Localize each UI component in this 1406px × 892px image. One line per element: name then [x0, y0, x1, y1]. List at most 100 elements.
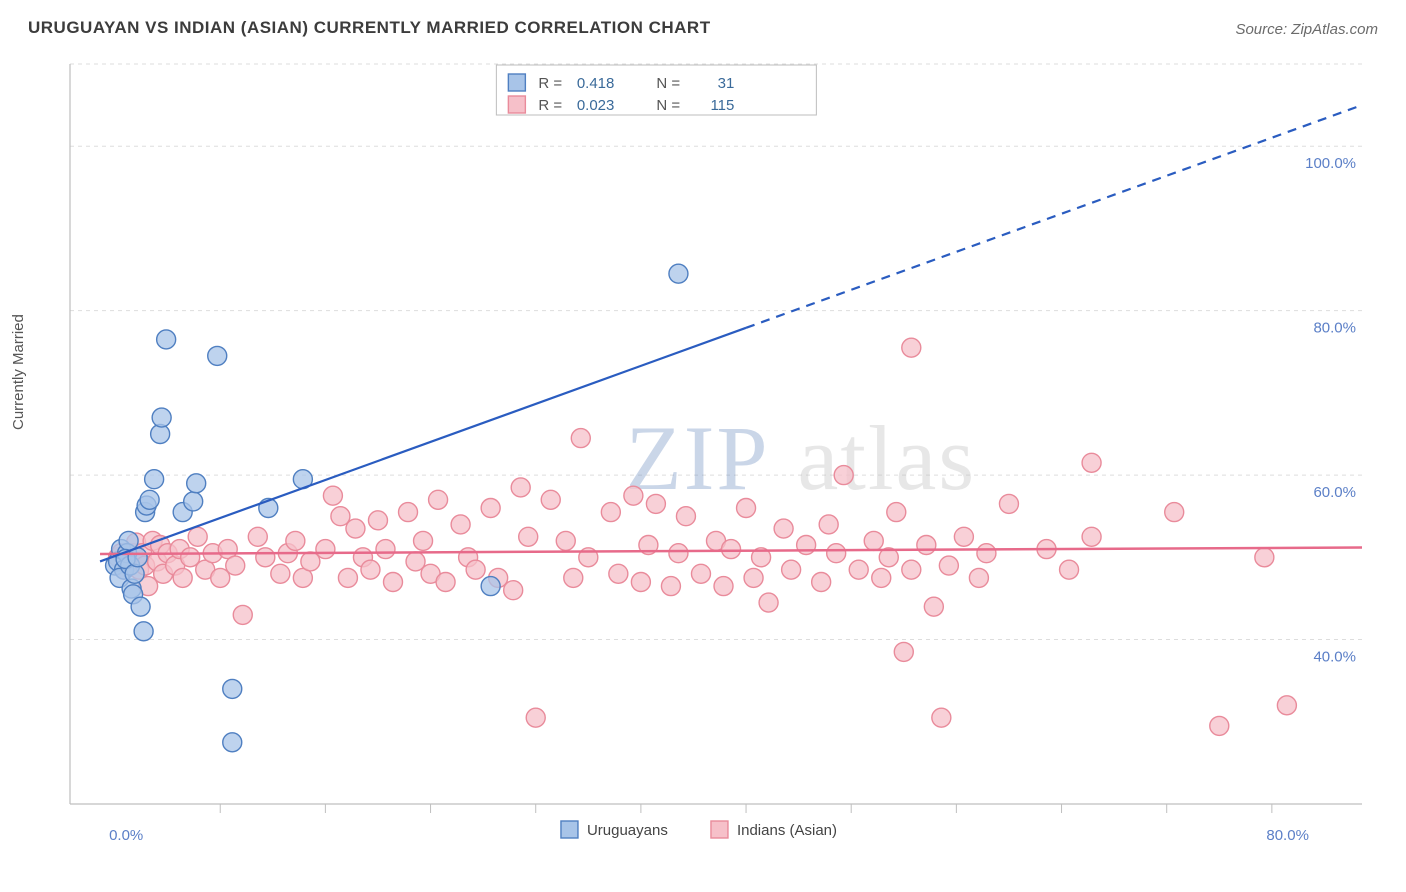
legend-label-pink: Indians (Asian) [737, 822, 837, 839]
pink-point [323, 486, 342, 505]
pink-point [188, 527, 207, 546]
pink-point [669, 544, 688, 563]
stats-n-value: 115 [710, 97, 734, 114]
blue-point [208, 346, 227, 365]
pink-point [541, 490, 560, 509]
pink-point [834, 466, 853, 485]
blue-point [134, 622, 153, 641]
pink-point [451, 515, 470, 534]
pink-point [368, 511, 387, 530]
pink-point [361, 560, 380, 579]
pink-point [894, 642, 913, 661]
source-label: Source: ZipAtlas.com [1235, 21, 1378, 38]
pink-point [1082, 453, 1101, 472]
pink-point [233, 605, 252, 624]
pink-point [1082, 527, 1101, 546]
pink-point [631, 573, 650, 592]
pink-point [256, 548, 275, 567]
pink-point [526, 708, 545, 727]
legend-swatch-pink [711, 821, 728, 838]
blue-point [125, 564, 144, 583]
watermark-zip: ZIP [626, 407, 770, 509]
pink-point [1060, 560, 1079, 579]
blue-point [184, 492, 203, 511]
pink-point [519, 527, 538, 546]
pink-point [564, 568, 583, 587]
pink-point [737, 499, 756, 518]
pink-point [1255, 548, 1274, 567]
blue-regression-line-dashed [746, 105, 1362, 328]
legend-label-blue: Uruguayans [587, 822, 668, 839]
pink-point [864, 531, 883, 550]
pink-point [939, 556, 958, 575]
pink-point [954, 527, 973, 546]
stats-r-value: 0.023 [577, 97, 615, 114]
pink-point [504, 581, 523, 600]
stats-r-value: 0.418 [577, 75, 615, 92]
blue-point [131, 597, 150, 616]
x-tick-label: 80.0% [1266, 827, 1309, 844]
pink-point [759, 593, 778, 612]
y-axis-label: Currently Married [10, 314, 27, 430]
pink-point [1277, 696, 1296, 715]
x-tick-label: 0.0% [109, 827, 143, 844]
pink-point [624, 486, 643, 505]
pink-point [782, 560, 801, 579]
pink-point [872, 568, 891, 587]
blue-point [152, 408, 171, 427]
y-tick-label: 100.0% [1305, 155, 1356, 172]
stats-swatch [508, 96, 525, 113]
blue-point [140, 490, 159, 509]
blue-point [145, 470, 164, 489]
pink-point [1165, 503, 1184, 522]
pink-point [226, 556, 245, 575]
pink-point [601, 503, 620, 522]
pink-point [429, 490, 448, 509]
stats-n-label: N = [656, 75, 680, 92]
pink-point [969, 568, 988, 587]
stats-n-value: 31 [718, 75, 735, 92]
pink-point [271, 564, 290, 583]
pink-point [924, 597, 943, 616]
blue-point [669, 264, 688, 283]
pink-point [376, 540, 395, 559]
pink-point [819, 515, 838, 534]
pink-point [999, 494, 1018, 513]
pink-point [827, 544, 846, 563]
pink-point [714, 577, 733, 596]
pink-point [571, 429, 590, 448]
pink-point [556, 531, 575, 550]
pink-point [722, 540, 741, 559]
legend-swatch-blue [561, 821, 578, 838]
y-tick-label: 40.0% [1313, 649, 1356, 666]
pink-point [384, 573, 403, 592]
blue-point [157, 330, 176, 349]
pink-point [1210, 716, 1229, 735]
pink-point [902, 338, 921, 357]
pink-point [917, 536, 936, 555]
pink-point [977, 544, 996, 563]
pink-point [932, 708, 951, 727]
watermark-atlas: atlas [798, 407, 977, 509]
pink-point [797, 536, 816, 555]
pink-point [399, 503, 418, 522]
stats-swatch [508, 74, 525, 91]
blue-point [187, 474, 206, 493]
pink-point [414, 531, 433, 550]
pink-point [661, 577, 680, 596]
stats-r-label: R = [538, 75, 562, 92]
blue-point [223, 679, 242, 698]
pink-point [286, 531, 305, 550]
pink-point [609, 564, 628, 583]
pink-point [481, 499, 500, 518]
pink-point [338, 568, 357, 587]
pink-point [744, 568, 763, 587]
pink-point [887, 503, 906, 522]
stats-n-label: N = [656, 97, 680, 114]
pink-point [436, 573, 455, 592]
correlation-chart: ZIPatlas0.0%80.0%40.0%60.0%80.0%100.0%R … [52, 56, 1382, 816]
pink-point [812, 573, 831, 592]
pink-point [646, 494, 665, 513]
pink-point [346, 519, 365, 538]
pink-point [849, 560, 868, 579]
